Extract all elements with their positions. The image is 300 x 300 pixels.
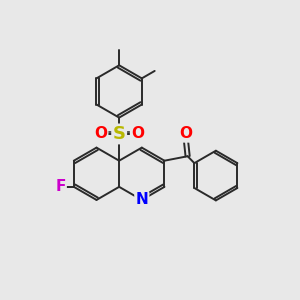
Text: N: N: [135, 192, 148, 207]
Text: O: O: [179, 126, 192, 141]
Text: F: F: [55, 179, 66, 194]
Text: O: O: [94, 126, 107, 141]
Text: S: S: [113, 125, 126, 143]
Text: O: O: [131, 126, 144, 141]
